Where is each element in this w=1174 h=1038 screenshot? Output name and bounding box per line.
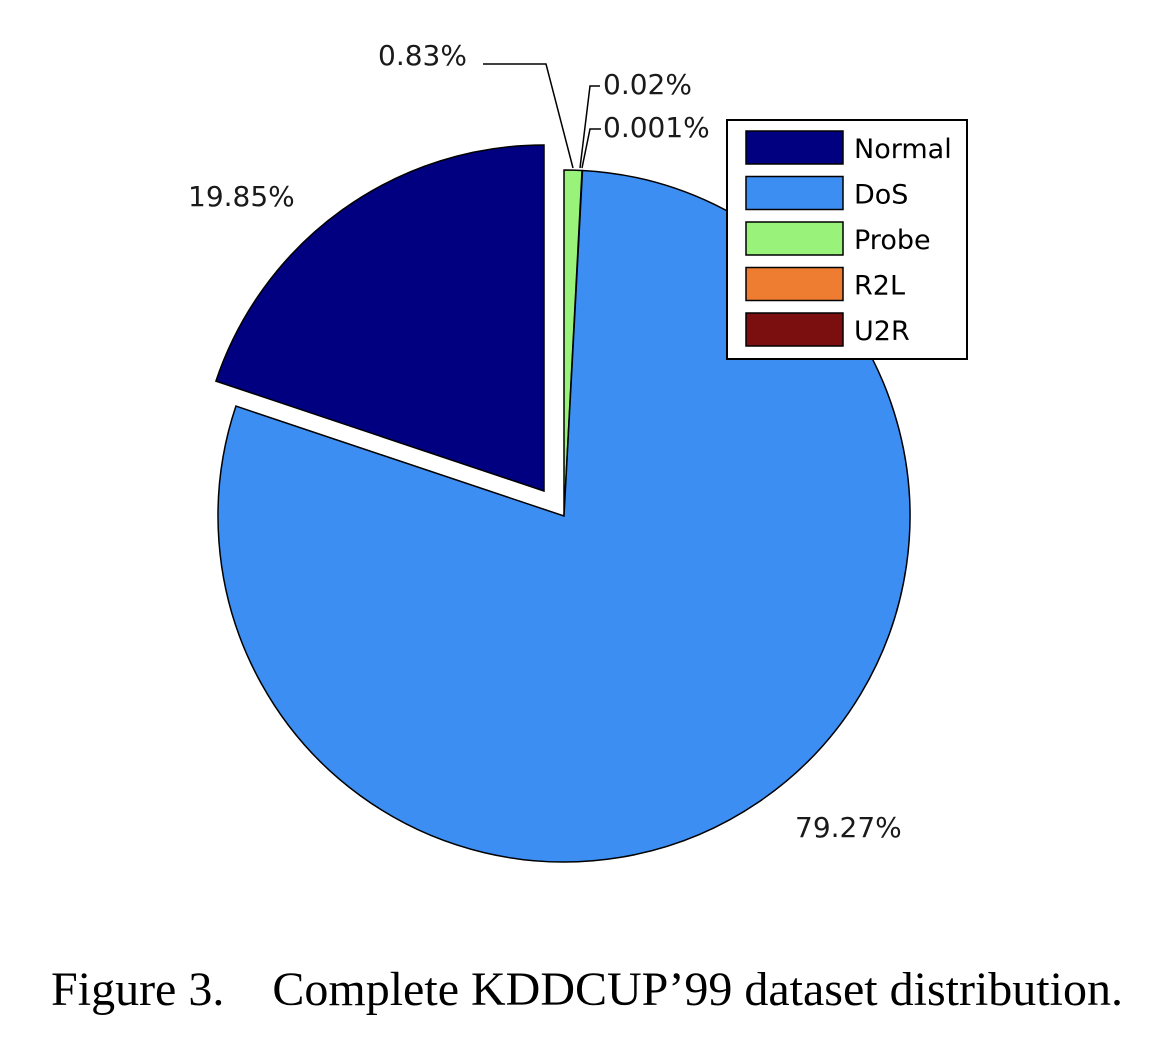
legend-swatch-r2l bbox=[745, 266, 844, 302]
leader-lines bbox=[483, 63, 601, 169]
legend-label-normal: Normal bbox=[854, 134, 952, 165]
caption-text: Complete KDDCUP’99 dataset distribution. bbox=[272, 963, 1123, 1016]
figure-label: Figure 3. bbox=[51, 963, 225, 1016]
data-label-normal: 19.85% bbox=[188, 180, 295, 213]
leader-line-u2r bbox=[581, 128, 601, 169]
legend-label-dos: DoS bbox=[854, 180, 908, 211]
legend-swatch-u2r bbox=[745, 312, 844, 347]
leader-line-r2l bbox=[579, 85, 600, 169]
data-label-dos: 79.27% bbox=[795, 811, 902, 844]
legend-label-r2l: R2L bbox=[854, 271, 905, 302]
data-labels: 0.83% 0.02% 0.001% 19.85% 79.27% bbox=[188, 39, 902, 844]
legend-swatch-normal bbox=[745, 130, 844, 165]
data-label-u2r: 0.001% bbox=[603, 111, 710, 144]
legend-swatch-probe bbox=[745, 221, 844, 256]
pie-slice-normal bbox=[214, 144, 545, 493]
figure-caption: Figure 3. Complete KDDCUP’99 dataset dis… bbox=[0, 962, 1174, 1017]
data-label-r2l: 0.02% bbox=[603, 68, 692, 101]
data-label-probe: 0.83% bbox=[378, 39, 467, 72]
legend-label-u2r: U2R bbox=[854, 316, 910, 347]
legend: Normal DoS Probe R2L U2R bbox=[726, 119, 968, 360]
legend-swatch-dos bbox=[745, 175, 844, 211]
legend-label-probe: Probe bbox=[854, 225, 931, 256]
leader-line-probe bbox=[483, 63, 574, 169]
